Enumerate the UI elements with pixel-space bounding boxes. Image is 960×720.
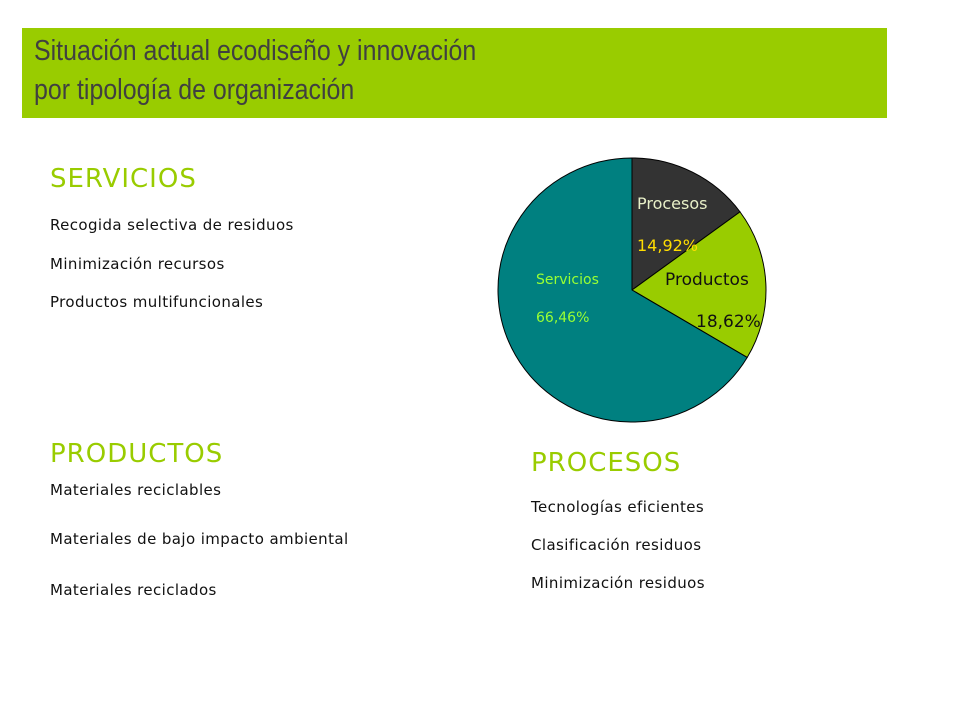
pie-slice-productos <box>631 211 767 359</box>
pie-slice-servicios <box>497 157 748 423</box>
title-banner: Situación actual ecodiseño y innovación … <box>22 28 887 118</box>
procesos-heading: PROCESOS <box>531 448 682 478</box>
servicios-heading: SERVICIOS <box>50 164 197 194</box>
procesos-item-2: Clasificación residuos <box>531 536 702 554</box>
servicios-item-1: Recogida selectiva de residuos <box>50 216 294 234</box>
procesos-item-3: Minimización residuos <box>531 574 705 592</box>
pie-label-procesos: Procesos <box>637 194 707 213</box>
productos-item-3: Materiales reciclados <box>50 581 217 599</box>
productos-item-1: Materiales reciclables <box>50 481 222 499</box>
page-title-line-2: por tipología de organización <box>34 74 355 106</box>
pie-label-productos: Productos <box>665 270 749 290</box>
servicios-item-3: Productos multifuncionales <box>50 293 264 311</box>
servicios-item-2: Minimización recursos <box>50 255 225 273</box>
productos-heading: PRODUCTOS <box>50 439 224 469</box>
productos-item-2: Materiales de bajo impacto ambiental <box>50 530 349 548</box>
pie-value-productos: 18,62% <box>696 312 761 332</box>
pie-slice-procesos <box>631 157 741 291</box>
procesos-item-1: Tecnologías eficientes <box>531 498 705 516</box>
pie-value-servicios: 66,46% <box>536 310 589 326</box>
pie-value-procesos: 14,92% <box>637 236 698 255</box>
page-title-line-1: Situación actual ecodiseño y innovación <box>34 35 477 67</box>
pie-label-servicios: Servicios <box>536 272 599 288</box>
